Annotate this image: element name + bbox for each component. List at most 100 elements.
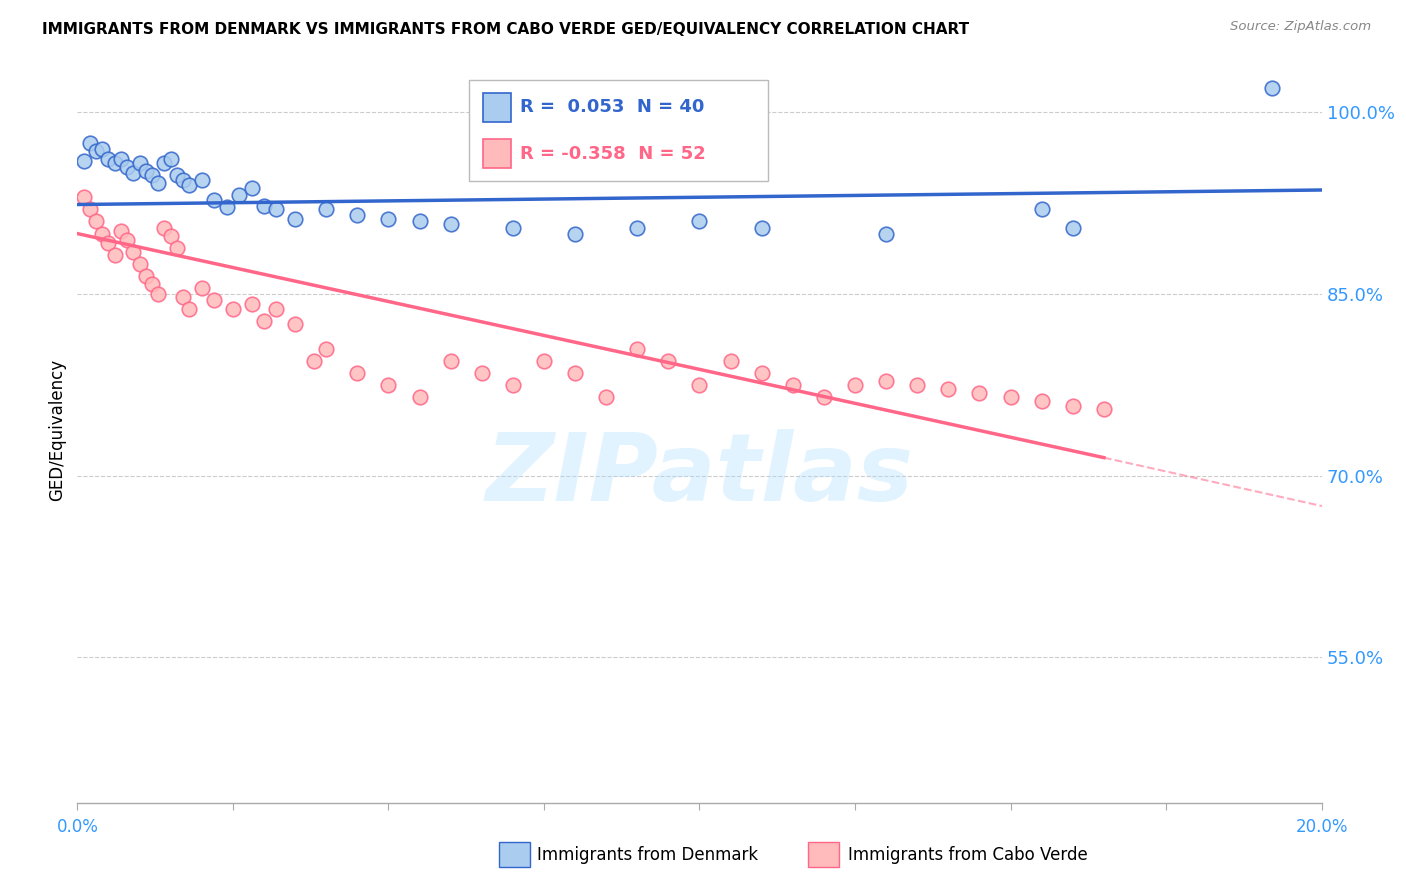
Point xyxy=(626,342,648,356)
Point xyxy=(657,353,679,368)
Point xyxy=(1000,390,1022,404)
Point xyxy=(159,152,181,166)
Point xyxy=(346,366,368,380)
Point xyxy=(1261,81,1284,95)
Point xyxy=(1062,220,1084,235)
Text: R = -0.358  N = 52: R = -0.358 N = 52 xyxy=(520,145,706,162)
Text: R =  0.053  N = 40: R = 0.053 N = 40 xyxy=(520,98,704,117)
Point xyxy=(284,318,307,332)
Point xyxy=(471,366,494,380)
Point xyxy=(153,220,176,235)
Point xyxy=(408,390,430,404)
Point xyxy=(315,202,337,217)
Point xyxy=(97,152,120,166)
Point xyxy=(91,227,114,241)
Point xyxy=(1092,402,1115,417)
Point xyxy=(533,353,555,368)
Point xyxy=(626,220,648,235)
Point xyxy=(202,193,225,207)
Text: IMMIGRANTS FROM DENMARK VS IMMIGRANTS FROM CABO VERDE GED/EQUIVALENCY CORRELATIO: IMMIGRANTS FROM DENMARK VS IMMIGRANTS FR… xyxy=(42,22,969,37)
Point xyxy=(135,268,157,283)
Point xyxy=(110,152,132,166)
Point xyxy=(148,287,170,301)
Point xyxy=(751,366,773,380)
Point xyxy=(377,378,399,392)
Point xyxy=(179,301,201,316)
Text: 20.0%: 20.0% xyxy=(1295,818,1348,836)
Point xyxy=(595,390,617,404)
Point xyxy=(84,145,107,159)
Point xyxy=(72,190,94,204)
Text: Source: ZipAtlas.com: Source: ZipAtlas.com xyxy=(1230,20,1371,33)
Point xyxy=(115,160,138,174)
Point xyxy=(240,180,263,194)
Point xyxy=(240,297,263,311)
Point xyxy=(179,178,201,193)
Point xyxy=(938,382,960,396)
Point xyxy=(122,166,145,180)
Text: Immigrants from Cabo Verde: Immigrants from Cabo Verde xyxy=(848,846,1088,863)
Point xyxy=(72,153,94,168)
Point xyxy=(104,248,127,262)
Point xyxy=(969,386,991,401)
Y-axis label: GED/Equivalency: GED/Equivalency xyxy=(48,359,66,501)
Point xyxy=(751,220,773,235)
Point xyxy=(377,212,399,227)
Point xyxy=(141,277,163,292)
Point xyxy=(128,257,150,271)
Point xyxy=(79,136,101,150)
Point xyxy=(564,366,586,380)
Text: 0.0%: 0.0% xyxy=(56,818,98,836)
Point xyxy=(153,156,176,170)
Point xyxy=(166,169,188,183)
Point xyxy=(166,241,188,255)
Point xyxy=(228,187,250,202)
Point xyxy=(266,301,288,316)
Point xyxy=(141,169,163,183)
Point xyxy=(148,176,170,190)
Point xyxy=(191,173,214,187)
Point xyxy=(720,353,742,368)
Point xyxy=(122,244,145,259)
Point xyxy=(1031,202,1053,217)
Point xyxy=(97,236,120,251)
Point xyxy=(844,378,866,392)
Point xyxy=(440,217,463,231)
Point xyxy=(564,227,586,241)
Point xyxy=(104,156,127,170)
Point xyxy=(440,353,463,368)
Point xyxy=(346,209,368,223)
Point xyxy=(689,378,711,392)
Point xyxy=(302,353,325,368)
Point xyxy=(875,375,897,389)
Point xyxy=(84,214,107,228)
Point xyxy=(79,202,101,217)
Point xyxy=(172,173,194,187)
Text: ZIPatlas: ZIPatlas xyxy=(485,429,914,521)
Point xyxy=(135,163,157,178)
Point xyxy=(172,289,194,303)
Point xyxy=(408,214,430,228)
Point xyxy=(159,229,181,244)
Point xyxy=(253,314,276,328)
Point xyxy=(253,199,276,213)
Point xyxy=(202,293,225,308)
Point xyxy=(115,233,138,247)
Point xyxy=(689,214,711,228)
Point xyxy=(215,200,238,214)
Point xyxy=(315,342,337,356)
Point xyxy=(782,378,804,392)
Point xyxy=(266,202,288,217)
Point xyxy=(502,378,524,392)
Point xyxy=(875,227,897,241)
Point xyxy=(110,224,132,238)
Point xyxy=(284,212,307,227)
Point xyxy=(191,281,214,295)
Point xyxy=(128,156,150,170)
Text: Immigrants from Denmark: Immigrants from Denmark xyxy=(537,846,758,863)
Point xyxy=(222,301,245,316)
Point xyxy=(91,142,114,156)
Point xyxy=(502,220,524,235)
Point xyxy=(1062,399,1084,413)
Point xyxy=(813,390,835,404)
